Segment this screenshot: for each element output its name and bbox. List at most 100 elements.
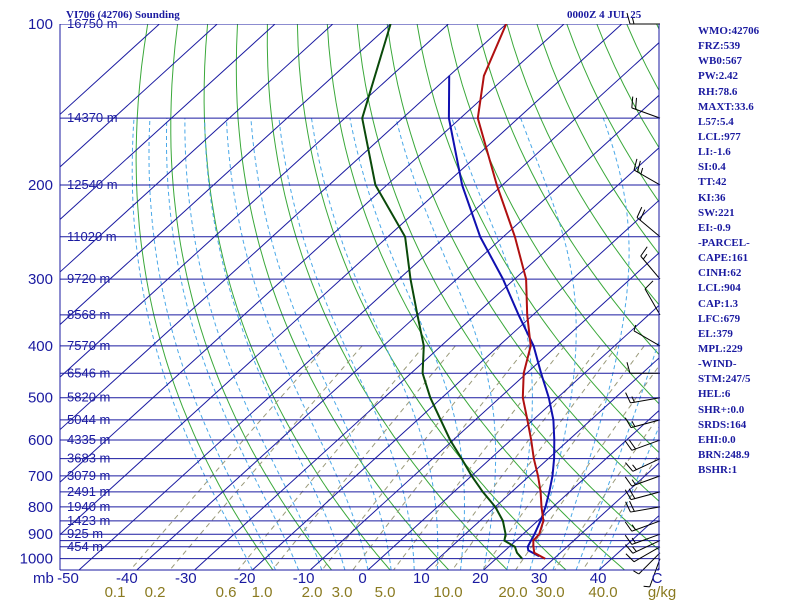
mixing-ratio-label: 0.1 <box>105 584 126 600</box>
mixing-ratio-line <box>515 365 659 570</box>
isotherm <box>78 42 659 570</box>
moist-adiabat <box>250 118 392 570</box>
index-item: -PARCEL- <box>698 236 750 249</box>
wind-barb-half-flag <box>631 396 635 403</box>
wind-barb-staff <box>630 419 661 429</box>
index-item: EL:379 <box>698 327 733 340</box>
index-item: BSHR:1 <box>698 464 738 477</box>
height-label: 11020 m <box>67 229 117 244</box>
wind-barb-half-flag <box>633 570 640 575</box>
wind-barb <box>626 362 660 374</box>
temperature-tick-label: 10 <box>413 570 430 587</box>
isotherm <box>252 199 659 570</box>
dry-adiabat <box>266 24 508 570</box>
wind-barb-half-flag <box>631 524 636 531</box>
index-item: CAPE:161 <box>698 252 749 265</box>
wind-barb-staff <box>630 491 661 501</box>
index-item: CAP:1.3 <box>698 297 739 310</box>
isotherm <box>194 147 659 570</box>
mixing-ratio-label: 2.0 <box>302 584 323 600</box>
isotherm <box>60 24 623 536</box>
pressure-label: 700 <box>28 468 53 485</box>
moist-adiabat <box>204 118 346 570</box>
wind-barb-flag <box>640 246 648 257</box>
wind-barb <box>631 96 661 119</box>
wind-barb-staff <box>640 255 661 280</box>
index-item: HEL:6 <box>698 388 731 401</box>
wind-barb-flag <box>625 553 635 563</box>
temperature-tick-label: 0 <box>358 570 366 587</box>
index-item: RH:78.6 <box>698 85 738 98</box>
index-item: WMO:42706 <box>698 25 760 37</box>
index-item: MPL:229 <box>698 342 743 355</box>
index-item: LFC:679 <box>698 312 741 325</box>
isotherm <box>309 252 659 570</box>
wind-barb-half-flag <box>632 17 635 25</box>
mixing-ratio-label: 1.0 <box>252 584 273 600</box>
pressure-label: 100 <box>28 16 53 33</box>
height-label: 14370 m <box>67 110 118 125</box>
wind-barb-staff <box>631 475 661 487</box>
pressure-label: 300 <box>28 271 53 288</box>
pressure-label: 200 <box>28 177 53 194</box>
dry-adiabat <box>135 24 274 570</box>
dry-adiabat <box>386 24 659 502</box>
wind-barb <box>643 558 661 588</box>
temperature-line <box>476 24 546 560</box>
height-label: 3079 m <box>67 468 110 483</box>
wind-barb <box>633 324 661 347</box>
dry-adiabat <box>446 24 659 405</box>
wind-barb <box>624 488 661 501</box>
temperature-tick-label: C <box>652 570 663 587</box>
wind-barb-staff <box>633 330 661 347</box>
temperature-tick-label: 20 <box>472 570 489 587</box>
isotherm <box>483 409 659 570</box>
wind-barb <box>624 417 661 429</box>
wind-barb-flag <box>624 521 633 532</box>
wind-barb-staff <box>631 520 661 532</box>
pressure-label: 800 <box>28 499 53 516</box>
wind-barb-flag <box>625 544 634 554</box>
isotherm <box>367 304 659 570</box>
mixing-ratio-label: 0.6 <box>216 584 237 600</box>
dry-adiabat <box>296 24 567 570</box>
temperature-tick-label: 40 <box>590 570 607 587</box>
index-item: SHR+:0.0 <box>698 403 745 416</box>
index-item: -WIND- <box>698 358 737 371</box>
isotherm <box>136 94 659 570</box>
height-label: 5044 m <box>67 412 110 427</box>
height-label: 925 m <box>67 526 103 541</box>
height-label: 7570 m <box>67 338 110 353</box>
mixing-ratio-label: 3.0 <box>332 584 353 600</box>
pressure-label: 1000 <box>20 551 53 568</box>
wind-barb-staff <box>630 506 661 513</box>
moist-adiabat <box>395 118 497 570</box>
temperature-tick-label: -30 <box>175 570 197 587</box>
wind-barb <box>625 540 661 554</box>
index-item: CINH:62 <box>698 267 742 280</box>
height-label: 4335 m <box>67 432 110 447</box>
wind-barb <box>636 206 661 238</box>
mixing-ratio-line <box>482 345 645 570</box>
index-item: STM:247/5 <box>698 373 751 386</box>
wind-barb-flag <box>626 362 631 374</box>
wind-barb-half-flag <box>640 167 644 175</box>
index-item: LCL:904 <box>698 282 741 295</box>
isotherm <box>60 24 449 378</box>
wind-barb-half-flag <box>631 537 636 544</box>
dry-adiabat <box>356 24 659 551</box>
mixing-ratio-label: 0.2 <box>145 584 166 600</box>
height-label: 12540 m <box>67 177 118 192</box>
wind-barb-half-flag <box>631 420 636 427</box>
station-title: VI706 (42706) Sounding <box>66 9 180 21</box>
pressure-label: 900 <box>28 526 53 543</box>
wind-barb <box>625 392 661 404</box>
wind-barb-staff <box>632 540 661 554</box>
mixing-ratio-line <box>432 345 601 570</box>
wind-barb-staff <box>631 439 661 451</box>
mixing-ratio-line <box>272 345 456 570</box>
pressure-label: 400 <box>28 338 53 355</box>
wind-barb-flag <box>624 489 632 500</box>
moist-adiabat <box>278 118 415 570</box>
